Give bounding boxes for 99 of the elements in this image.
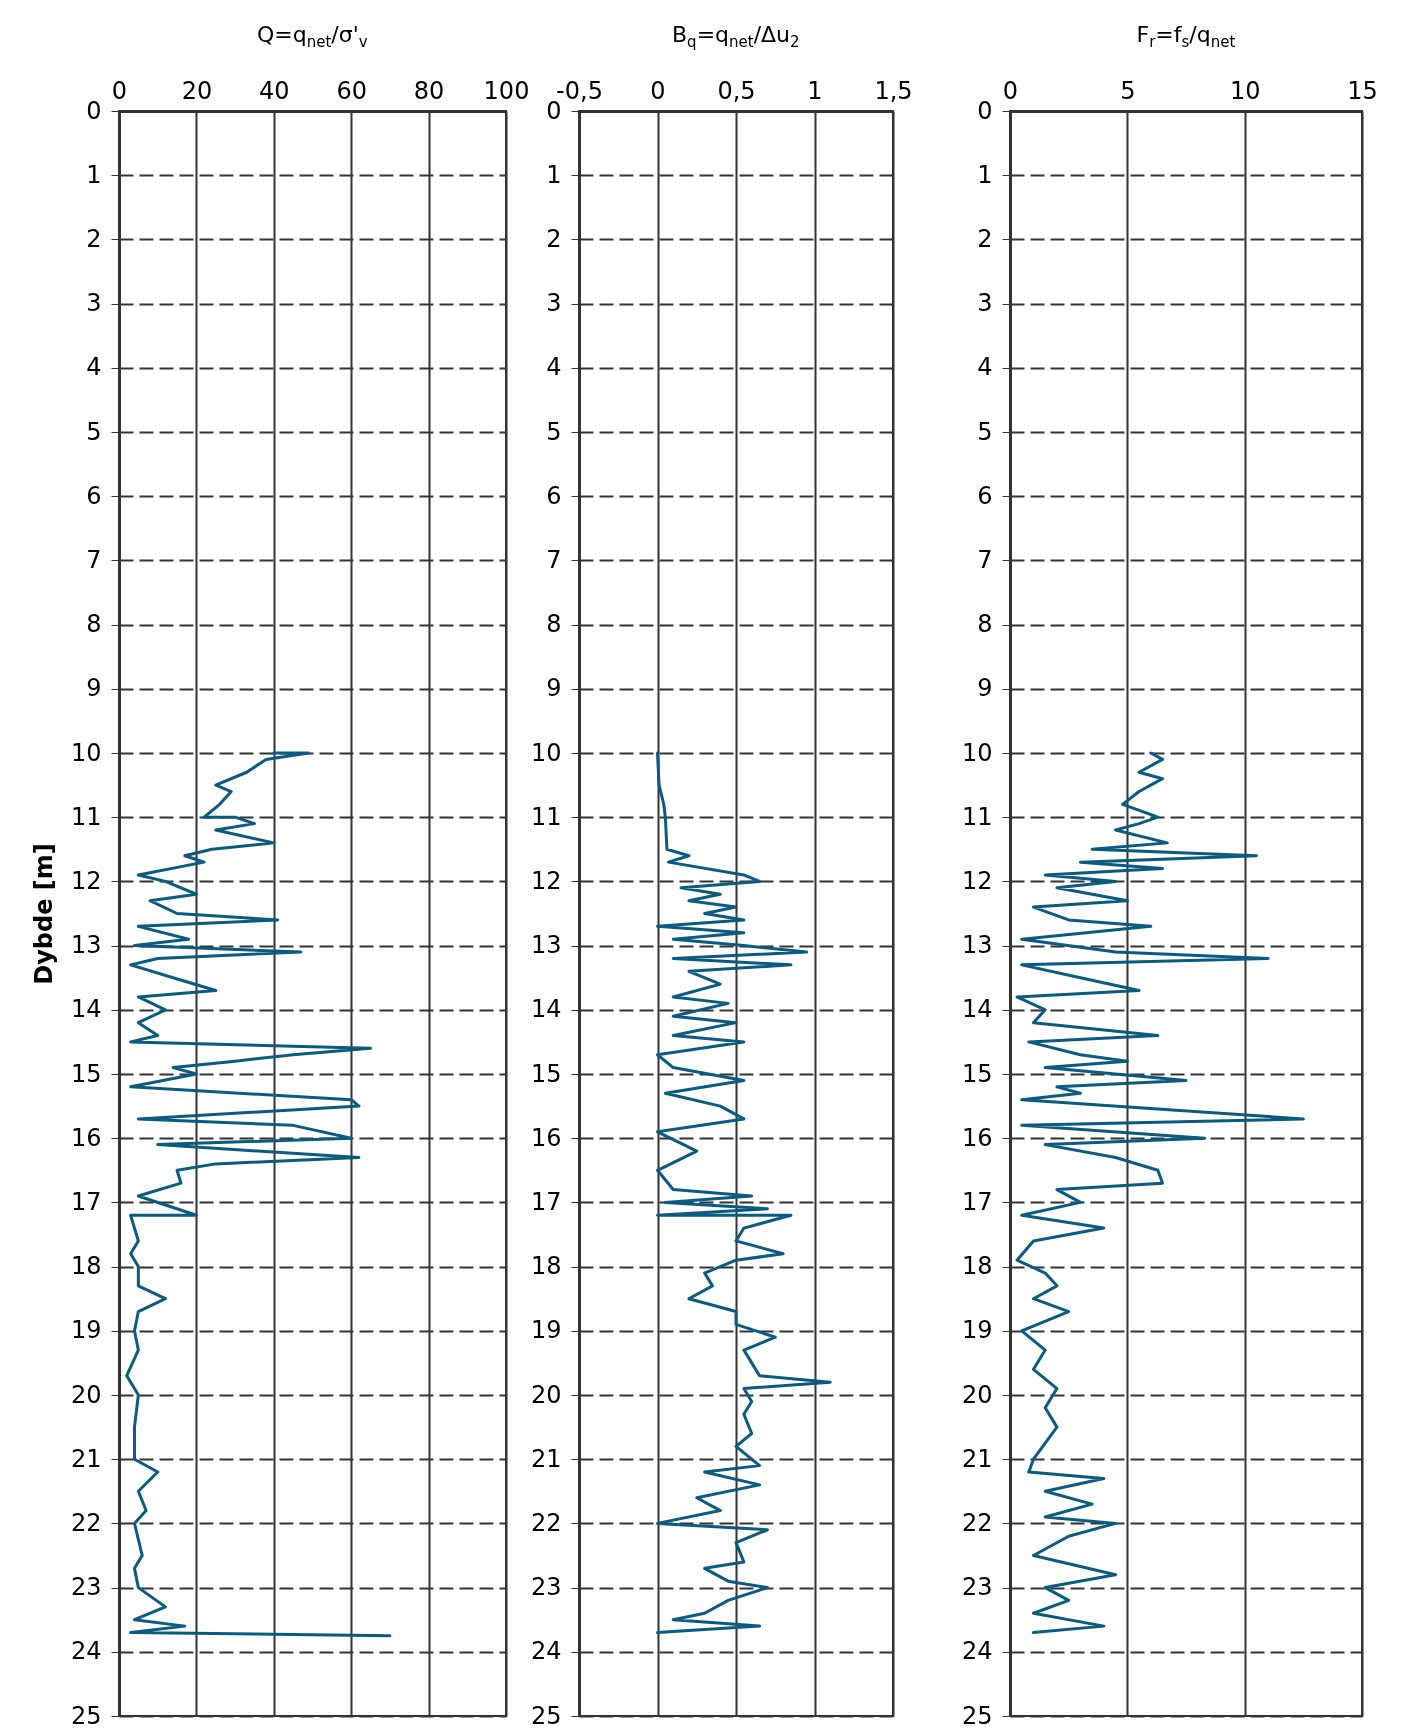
- y-tick-label: 13: [70, 931, 102, 960]
- y-tick-label: 14: [530, 995, 562, 1024]
- line-series: [125, 751, 392, 1638]
- x-tick-label: 20: [181, 76, 213, 105]
- y-tick-label: 12: [70, 866, 102, 895]
- x-tick-label: 80: [413, 76, 445, 105]
- y-tick-label: 8: [546, 610, 562, 639]
- y-tick-label: 3: [86, 289, 102, 318]
- y-tick-label: 1: [86, 160, 102, 189]
- y-tick-label: 11: [530, 802, 562, 831]
- y-tick-label: 15: [70, 1059, 102, 1088]
- y-tick-label: 0: [546, 96, 562, 125]
- y-tick-label: 16: [961, 1123, 993, 1152]
- y-tick-label: 9: [977, 674, 993, 703]
- y-tick-label: 7: [977, 545, 993, 574]
- y-tick-label: 22: [530, 1508, 562, 1537]
- y-tick-label: 17: [530, 1187, 562, 1216]
- y-tick-label: 10: [530, 738, 562, 767]
- y-tick-label: 15: [961, 1059, 993, 1088]
- y-tick-label: 2: [977, 224, 993, 253]
- y-tick-label: 5: [546, 417, 562, 446]
- x-tick-label: 100: [483, 76, 530, 105]
- y-tick-label: 3: [546, 289, 562, 318]
- y-tick-label: 12: [961, 866, 993, 895]
- y-tick-label: 20: [961, 1380, 993, 1409]
- y-tick-label: 15: [530, 1059, 562, 1088]
- y-tick-label: 9: [546, 674, 562, 703]
- line-series: [656, 751, 832, 1635]
- y-tick-label: 13: [961, 931, 993, 960]
- x-tick-label: 60: [336, 76, 367, 105]
- x-tick-label: 5: [1120, 76, 1136, 105]
- chart-title: Q=q$_{net}$/σ'$_{v}$: [257, 22, 368, 52]
- y-tick-label: 22: [70, 1508, 102, 1537]
- y-tick-label: 21: [530, 1444, 562, 1473]
- y-tick-label: 18: [70, 1252, 102, 1281]
- x-tick-label: 10: [1229, 76, 1261, 105]
- y-tick-label: 6: [86, 481, 102, 510]
- y-tick-label: 7: [86, 545, 102, 574]
- y-tick-label: 25: [961, 1701, 993, 1730]
- y-tick-label: 20: [530, 1380, 562, 1409]
- y-tick-label: 24: [530, 1637, 562, 1666]
- y-tick-label: 1: [977, 160, 993, 189]
- x-tick-label: 15: [1347, 76, 1378, 105]
- x-tick-label: 40: [259, 76, 290, 105]
- y-tick-label: 6: [977, 481, 993, 510]
- chart-title: B$_{q}$=q$_{net}$/Δu$_{2}$: [672, 22, 800, 52]
- y-tick-label: 4: [86, 353, 102, 382]
- y-axis-title: Dybde [m]: [29, 843, 58, 985]
- y-tick-label: 5: [86, 417, 102, 446]
- y-tick-label: 17: [70, 1187, 102, 1216]
- y-tick-label: 22: [961, 1508, 993, 1537]
- y-tick-label: 25: [70, 1701, 102, 1730]
- y-tick-label: 18: [961, 1252, 993, 1281]
- y-tick-label: 0: [86, 96, 102, 125]
- y-tick-label: 18: [530, 1252, 562, 1281]
- y-tick-label: 20: [70, 1380, 102, 1409]
- y-tick-label: 17: [961, 1187, 993, 1216]
- y-tick-label: 24: [961, 1637, 993, 1666]
- y-tick-label: 4: [977, 353, 993, 382]
- y-tick-label: 16: [530, 1123, 562, 1152]
- x-tick-label: 0,5: [717, 76, 756, 105]
- y-tick-label: 23: [961, 1573, 993, 1602]
- y-tick-label: 19: [961, 1316, 993, 1345]
- y-tick-label: 16: [70, 1123, 102, 1152]
- y-tick-label: 9: [86, 674, 102, 703]
- y-tick-label: 14: [961, 995, 993, 1024]
- y-tick-label: 24: [70, 1637, 102, 1666]
- y-tick-label: 21: [70, 1444, 102, 1473]
- y-tick-label: 8: [86, 610, 102, 639]
- y-tick-label: 23: [70, 1573, 102, 1602]
- y-tick-label: 10: [961, 738, 993, 767]
- y-tick-label: 4: [546, 353, 562, 382]
- y-tick-label: 19: [70, 1316, 102, 1345]
- x-tick-label: 0: [111, 76, 128, 105]
- y-tick-label: 8: [977, 610, 993, 639]
- y-tick-label: 12: [530, 866, 562, 895]
- chart-title: F$_{r}$=f$_{s}$/q$_{net}$: [1136, 22, 1236, 52]
- x-tick-label: 0: [1002, 76, 1019, 105]
- x-tick-label: 0: [650, 76, 666, 105]
- y-tick-label: 0: [977, 96, 993, 125]
- line-series: [1015, 751, 1305, 1635]
- y-tick-label: 21: [961, 1444, 993, 1473]
- y-tick-label: 19: [530, 1316, 562, 1345]
- x-tick-label: 1: [807, 76, 823, 105]
- y-tick-label: 11: [961, 802, 993, 831]
- y-tick-label: 3: [977, 289, 993, 318]
- y-tick-label: 6: [546, 481, 562, 510]
- y-tick-label: 10: [70, 738, 102, 767]
- y-tick-label: 2: [546, 224, 562, 253]
- x-tick-label: 1,5: [874, 76, 913, 105]
- y-tick-label: 2: [86, 224, 102, 253]
- y-tick-label: 7: [546, 545, 562, 574]
- y-tick-label: 25: [530, 1701, 562, 1730]
- y-tick-label: 14: [70, 995, 102, 1024]
- y-tick-label: 23: [530, 1573, 562, 1602]
- y-tick-label: 11: [70, 802, 102, 831]
- y-tick-label: 5: [977, 417, 993, 446]
- y-tick-label: 1: [546, 160, 562, 189]
- y-tick-label: 13: [530, 931, 562, 960]
